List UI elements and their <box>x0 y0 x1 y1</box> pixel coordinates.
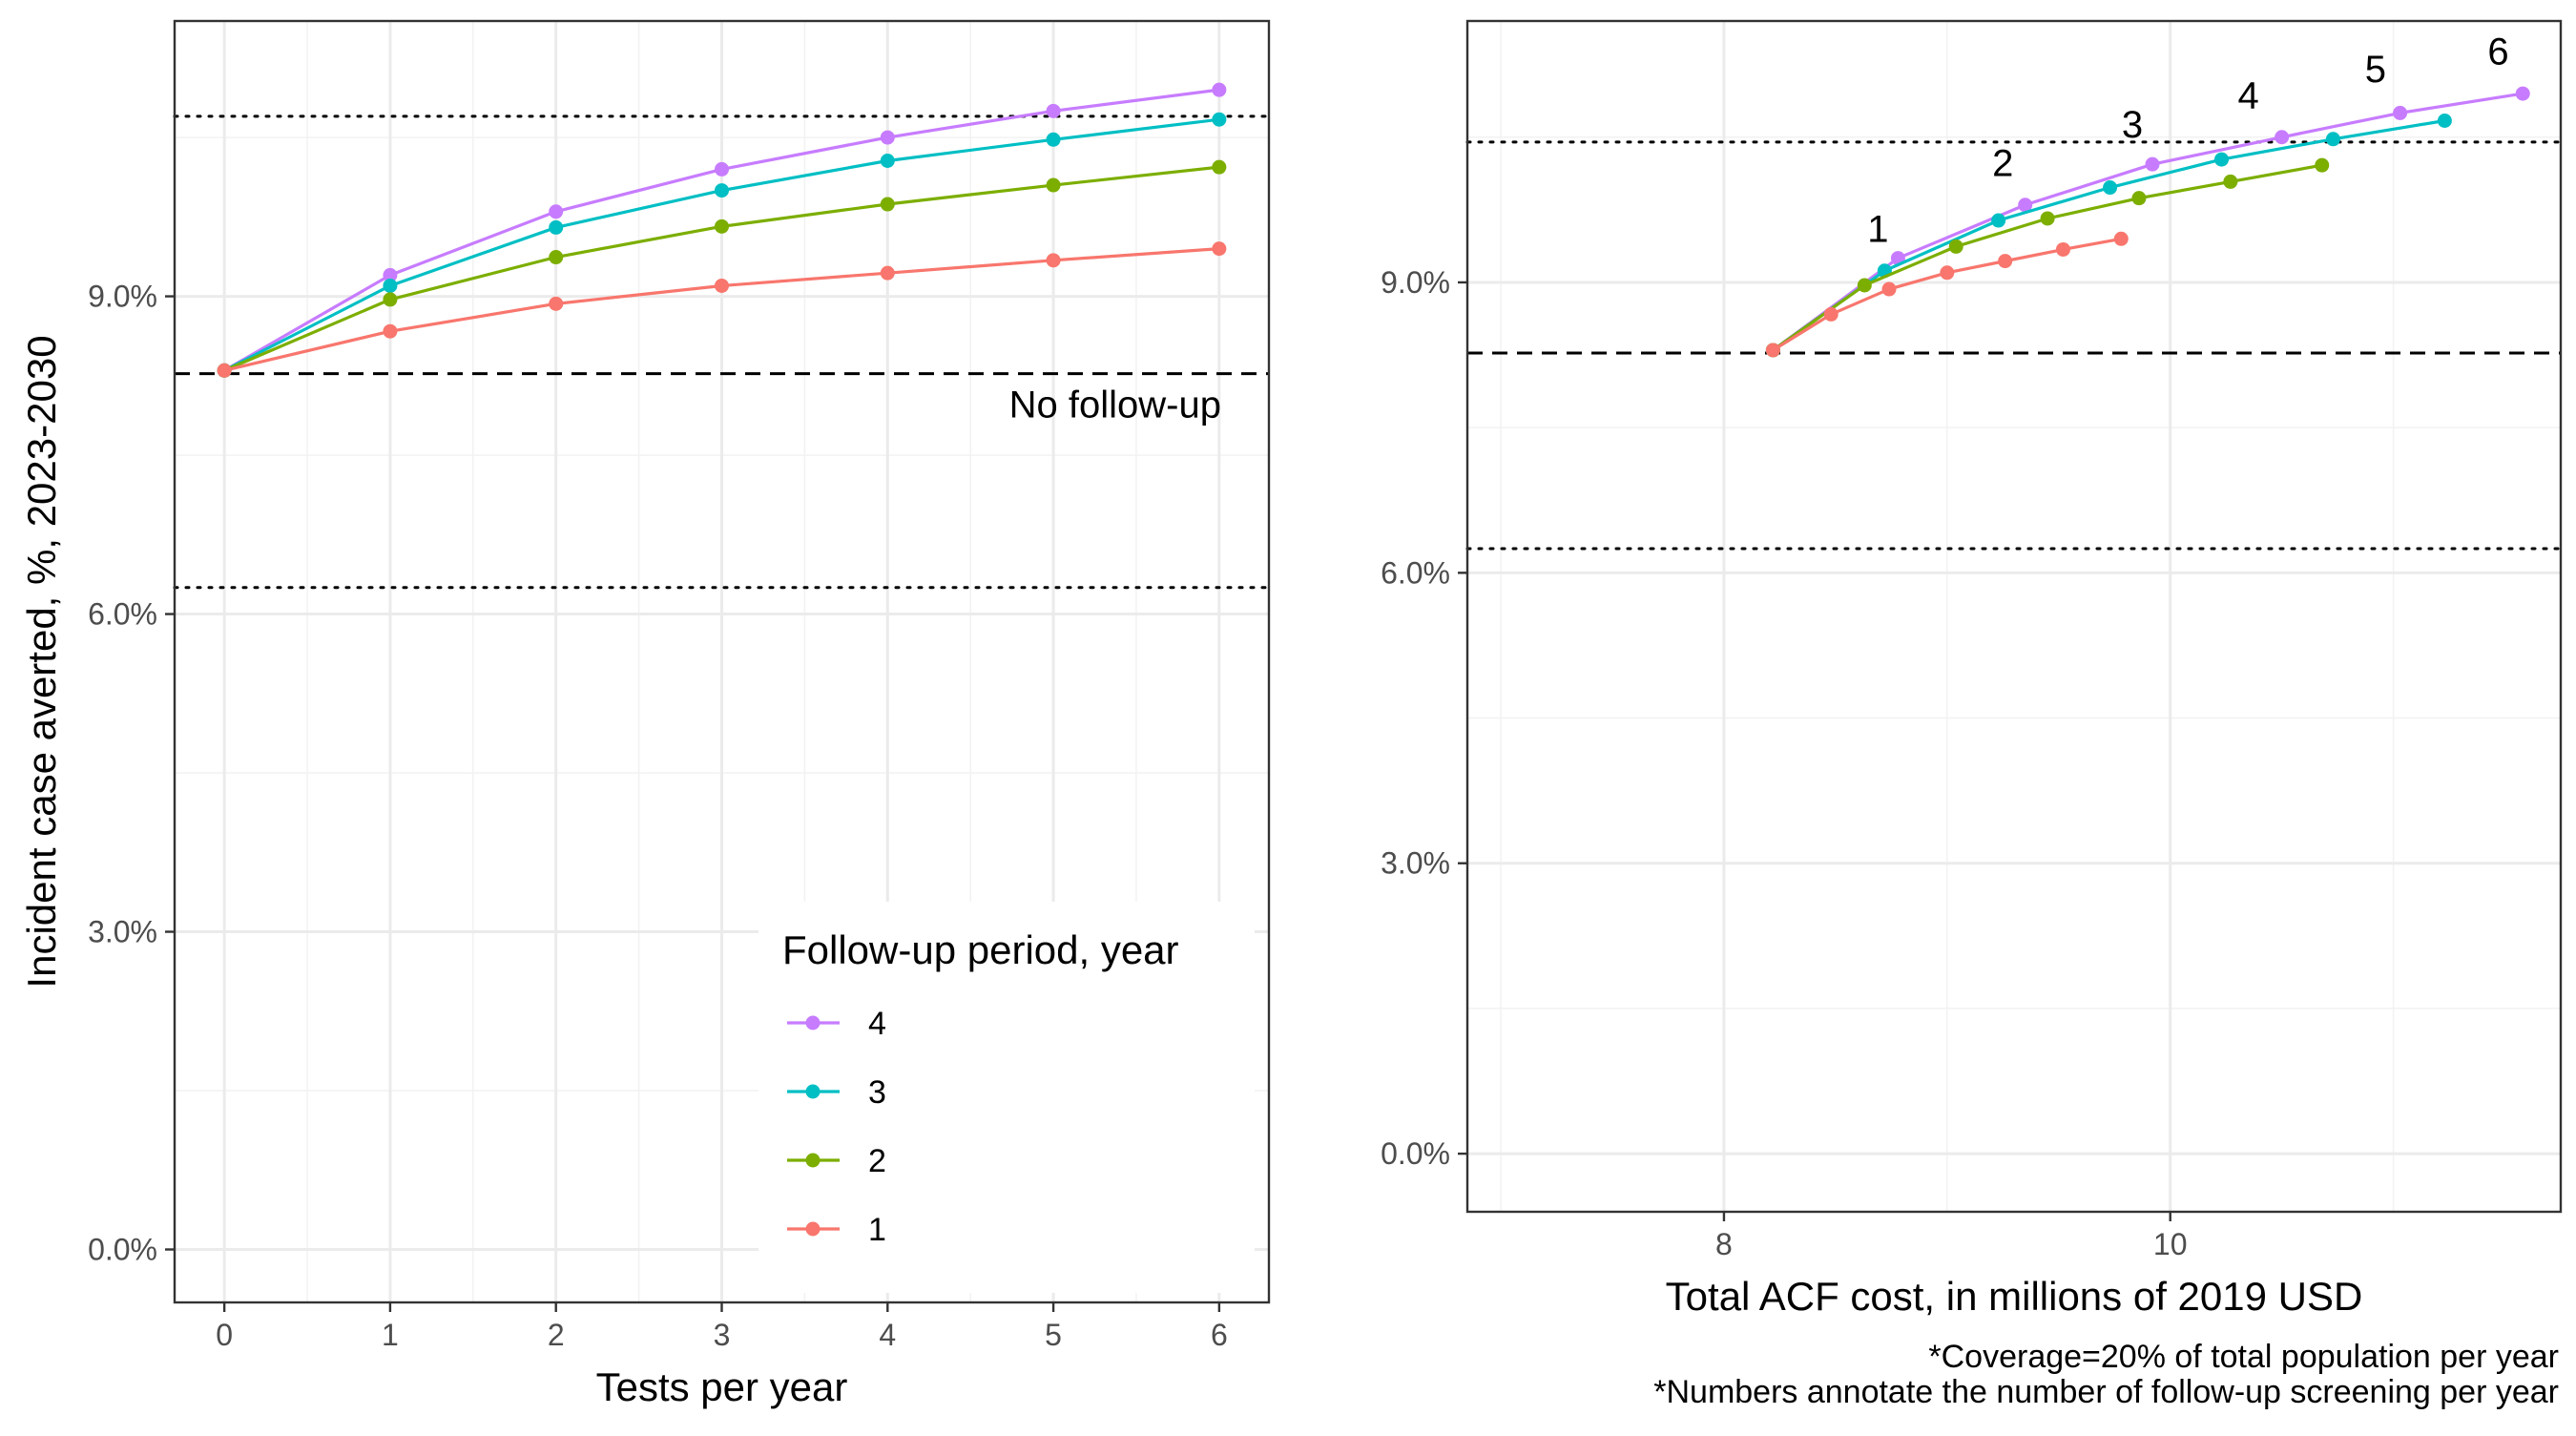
x-axis-title: Tests per year <box>596 1364 848 1409</box>
data-point-series-3 <box>2325 132 2340 147</box>
data-point-series-3 <box>880 154 895 169</box>
data-point-series-3 <box>715 183 729 198</box>
x-tick-label: 2 <box>548 1318 565 1352</box>
legend-key-point <box>805 1084 821 1099</box>
footnote-coverage: *Coverage=20% of total population per ye… <box>1928 1339 2559 1375</box>
y-tick-label: 9.0% <box>88 280 157 314</box>
data-point-series-3 <box>549 219 564 235</box>
data-point-series-1 <box>2113 231 2129 246</box>
data-point-series-1 <box>1823 306 1839 322</box>
y-tick-label: 6.0% <box>1381 555 1450 590</box>
data-point-series-3 <box>1046 132 1061 147</box>
data-point-series-2 <box>2131 191 2147 206</box>
y-tick-label: 3.0% <box>88 915 157 949</box>
data-point-series-4 <box>2393 105 2408 120</box>
data-point-series-1 <box>1998 254 2013 269</box>
data-point-series-2 <box>715 219 729 234</box>
data-point-series-1 <box>880 265 895 281</box>
data-point-series-1 <box>549 296 564 311</box>
data-point-series-4 <box>2515 86 2530 101</box>
legend-item: 3 <box>787 1074 886 1111</box>
data-point-series-2 <box>2223 174 2238 189</box>
data-point-series-4 <box>2275 130 2290 145</box>
data-point-series-4 <box>1046 103 1061 118</box>
right-panel: 1 2 3 4 5 6 8 10 0.0% 3.0% 6.0% 9.0% Total ACF cost,… <box>1381 19 2563 1319</box>
legend-item-label: 4 <box>868 1006 886 1042</box>
legend-item: 4 <box>787 1006 886 1042</box>
data-point-series-2 <box>2040 211 2055 226</box>
point-annotation-label: 2 <box>1992 142 2013 184</box>
data-point-series-4 <box>2018 198 2033 213</box>
legend-key-point <box>805 1221 821 1237</box>
point-annotation-label: 1 <box>1867 208 1888 250</box>
legend-background <box>758 902 1255 1293</box>
x-tick-label: 8 <box>1715 1227 1733 1261</box>
data-point-series-2 <box>1857 278 1872 293</box>
x-tick-label: 1 <box>382 1318 399 1352</box>
left-panel: No follow-up 0 1 2 3 4 5 6 0.0% 3.0% 6.0% 9.0% Tests… <box>19 19 1271 1409</box>
x-tick-label: 3 <box>714 1318 731 1352</box>
x-tick-label: 6 <box>1211 1318 1228 1352</box>
data-point-series-1 <box>715 278 729 293</box>
data-point-series-3 <box>383 278 398 293</box>
point-annotation-label: 3 <box>2122 104 2143 146</box>
x-axis-title: Total ACF cost, in millions of 2019 USD <box>1666 1274 2363 1319</box>
data-point-series-2 <box>1046 177 1061 193</box>
data-point-series-1 <box>217 363 232 378</box>
data-point-series-4 <box>2145 156 2160 172</box>
data-point-series-4 <box>1212 82 1227 97</box>
legend-item: 1 <box>787 1212 886 1248</box>
data-point-series-2 <box>1948 239 1963 254</box>
data-point-series-1 <box>1940 265 1955 281</box>
data-point-series-2 <box>1212 159 1227 175</box>
data-point-series-4 <box>715 161 729 177</box>
y-tick-label: 3.0% <box>1381 846 1450 881</box>
reference-line-label: No follow-up <box>1009 385 1221 427</box>
y-tick-label: 0.0% <box>1381 1136 1450 1171</box>
x-tick-label: 0 <box>216 1318 233 1352</box>
x-tick-label: 4 <box>879 1318 896 1352</box>
data-point-series-2 <box>2315 157 2330 173</box>
data-point-series-3 <box>1212 112 1227 127</box>
legend-key-point <box>805 1153 821 1168</box>
data-point-series-4 <box>549 204 564 219</box>
data-point-series-2 <box>549 250 564 265</box>
y-tick-label: 9.0% <box>1381 265 1450 300</box>
data-point-series-1 <box>2055 241 2070 257</box>
data-point-series-2 <box>383 292 398 307</box>
legend-item-label: 1 <box>868 1212 886 1248</box>
y-axis-title: Incident case averted, %, 2023-2030 <box>19 335 64 988</box>
data-point-series-3 <box>2103 180 2118 196</box>
legend-item-label: 3 <box>868 1074 886 1111</box>
footnote-annotation: *Numbers annotate the number of follow-u… <box>1653 1374 2559 1410</box>
data-point-series-1 <box>1881 281 1897 297</box>
legend-title: Follow-up period, year <box>782 927 1179 972</box>
y-tick-label: 0.0% <box>88 1233 157 1267</box>
data-point-series-1 <box>1046 253 1061 268</box>
point-annotation-label: 5 <box>2365 49 2386 91</box>
legend-key-point <box>805 1015 821 1030</box>
data-point-series-1 <box>383 323 398 339</box>
legend-item: 2 <box>787 1143 886 1179</box>
data-point-series-3 <box>2437 114 2452 129</box>
data-point-series-2 <box>880 197 895 212</box>
data-point-series-3 <box>1991 213 2006 228</box>
footnotes: *Coverage=20% of total population per ye… <box>1653 1339 2559 1410</box>
y-tick-label: 6.0% <box>88 597 157 632</box>
data-point-series-3 <box>2214 152 2230 167</box>
data-point-series-1 <box>1765 343 1780 358</box>
data-point-series-4 <box>383 267 398 282</box>
legend-item-label: 2 <box>868 1143 886 1179</box>
data-point-series-1 <box>1212 241 1227 257</box>
point-annotation-label: 6 <box>2487 31 2508 73</box>
panel-border <box>1465 19 2563 1214</box>
data-point-series-4 <box>880 130 895 145</box>
x-tick-label: 5 <box>1045 1318 1062 1352</box>
point-annotation-label: 4 <box>2237 74 2258 116</box>
x-tick-label: 10 <box>2153 1227 2188 1261</box>
